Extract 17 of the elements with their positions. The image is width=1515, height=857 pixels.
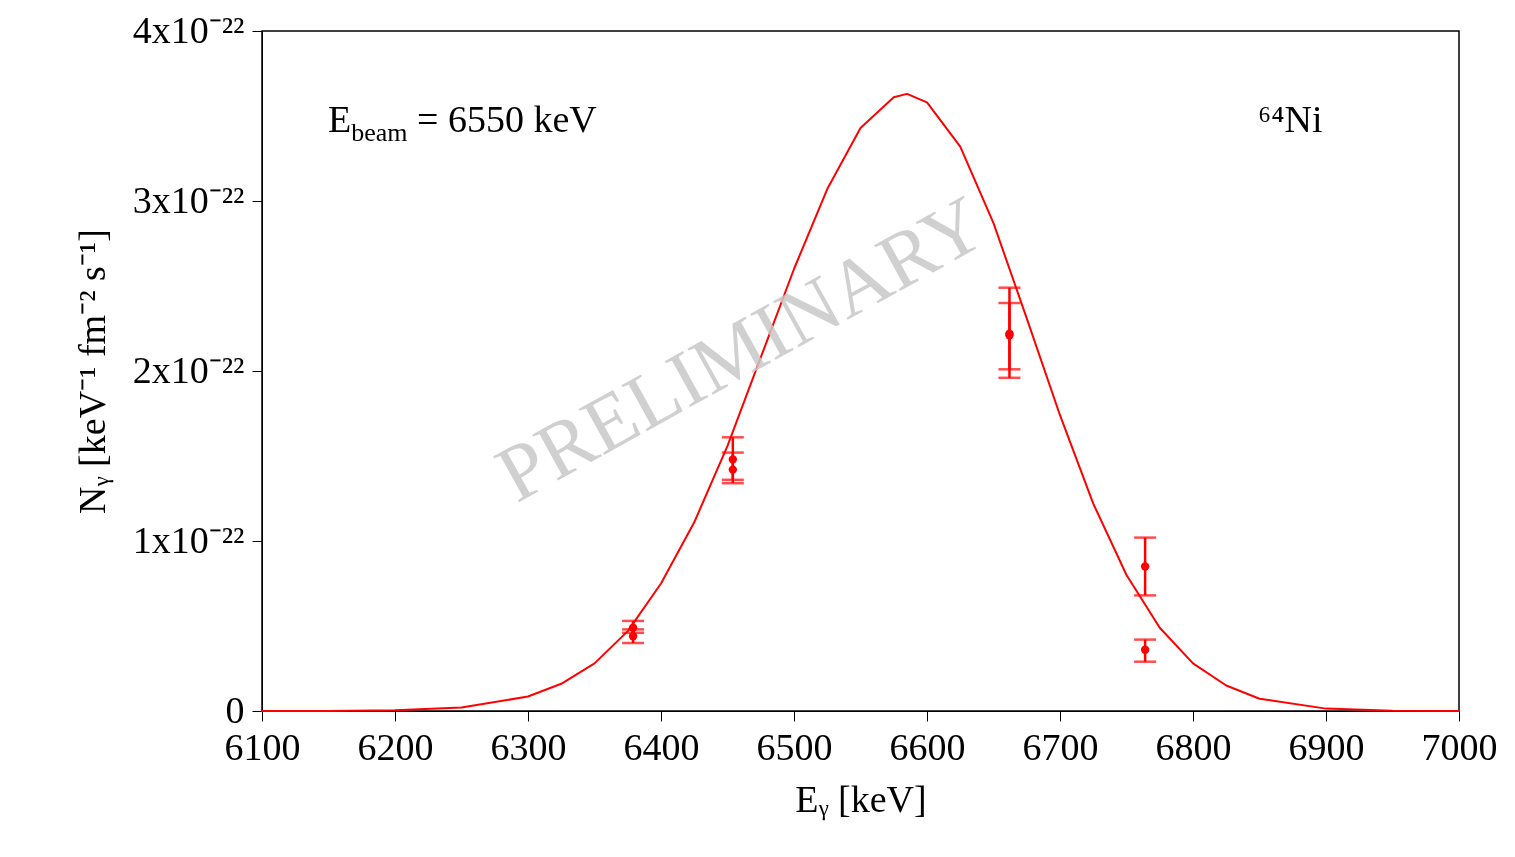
x-tick-label: 6300 [490,725,567,768]
x-axis-title: Eᵧ [keV] [795,777,927,821]
x-tick-label: 7000 [1421,725,1498,768]
x-tick-label: 6400 [623,725,700,768]
y-tick-label: 1x10⁻²² [132,518,245,561]
x-tick-label: 6600 [889,725,966,768]
y-axis-title: Nᵧ [keV⁻¹ fm⁻² s⁻¹] [70,229,114,514]
y-tick-label: 2x10⁻²² [132,348,245,391]
annotation: ⁶⁴Ni [1258,98,1323,140]
x-tick-label: 6900 [1288,725,1365,768]
x-tick-label: 6200 [357,725,434,768]
x-tick-label: 6700 [1022,725,1099,768]
y-tick-label: 4x10⁻²² [132,8,245,51]
x-tick-label: 6800 [1155,725,1232,768]
y-tick-label: 3x10⁻²² [132,178,245,221]
annotation: E$_{beam}$ = 6550 keV [328,98,597,147]
x-tick-label: 6500 [756,725,833,768]
